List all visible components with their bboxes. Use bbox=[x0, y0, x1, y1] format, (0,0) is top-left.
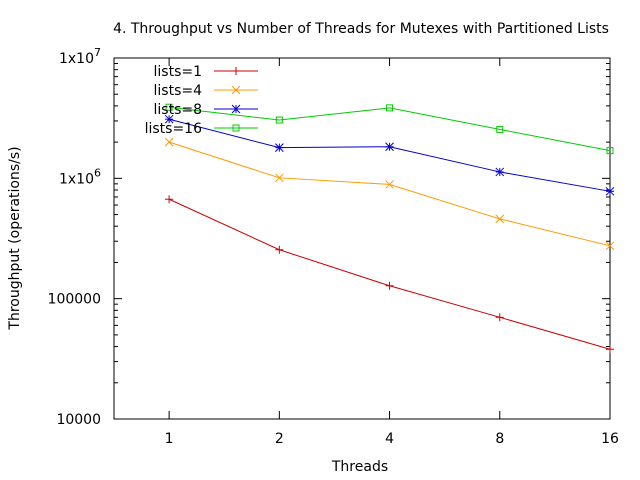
data-point bbox=[386, 104, 394, 112]
legend-label: lists=4 bbox=[154, 83, 203, 99]
legend-marker bbox=[231, 85, 241, 95]
x-tick-label: 4 bbox=[385, 431, 394, 447]
data-point bbox=[495, 167, 505, 177]
x-axis-ticks: 1 2 4 8 16 bbox=[165, 58, 619, 447]
plot-frame bbox=[113, 57, 611, 420]
legend-marker bbox=[231, 104, 241, 114]
legend-label: lists=8 bbox=[154, 102, 203, 118]
data-point bbox=[275, 116, 283, 124]
series-lists-1 bbox=[165, 195, 614, 354]
series-line bbox=[169, 106, 611, 152]
series-line bbox=[168, 198, 611, 350]
series-lists-8 bbox=[164, 114, 615, 196]
legend-marker bbox=[232, 124, 240, 132]
x-tick-label: 8 bbox=[495, 431, 504, 447]
series-lists-16 bbox=[165, 103, 614, 155]
data-point bbox=[275, 245, 284, 254]
data-point bbox=[165, 103, 173, 111]
data-point bbox=[164, 114, 174, 124]
legend-marker bbox=[232, 67, 240, 75]
y-tick-label: 100000 bbox=[48, 292, 101, 308]
data-point bbox=[605, 186, 615, 196]
legend-label: lists=1 bbox=[154, 64, 203, 80]
data-point bbox=[606, 147, 614, 155]
data-point bbox=[274, 173, 284, 183]
series-group bbox=[164, 103, 615, 354]
data-point bbox=[274, 143, 284, 152]
data-point bbox=[495, 313, 504, 322]
data-point bbox=[605, 241, 615, 251]
data-point bbox=[495, 214, 505, 224]
series-line bbox=[168, 141, 611, 247]
series-lists-4 bbox=[164, 137, 615, 251]
data-point bbox=[385, 281, 394, 290]
x-tick-label: 16 bbox=[601, 431, 619, 447]
y-axis-ticks: 10000 100000 1x106 1x107 bbox=[48, 46, 610, 428]
y-tick-label: 1x106 bbox=[59, 166, 101, 187]
data-point bbox=[606, 345, 614, 354]
y-tick-label: 1x107 bbox=[59, 46, 101, 67]
legend-label: lists=16 bbox=[145, 121, 202, 137]
y-tick-label: 10000 bbox=[56, 412, 101, 428]
chart-title: 4. Throughput vs Number of Threads for M… bbox=[113, 21, 609, 37]
x-tick-label: 1 bbox=[165, 431, 174, 447]
series-line bbox=[168, 118, 611, 192]
x-axis-label: Threads bbox=[331, 459, 388, 475]
x-tick-label: 2 bbox=[275, 431, 284, 447]
data-point bbox=[164, 137, 174, 147]
data-point bbox=[385, 180, 394, 189]
data-point bbox=[385, 142, 394, 152]
data-point bbox=[496, 125, 504, 133]
plot-border bbox=[113, 57, 611, 420]
y-axis-label: Throughput (operations/s) bbox=[7, 146, 23, 330]
data-point bbox=[165, 195, 174, 204]
legend: lists=1 lists=4 lists=8 lists=16 bbox=[145, 64, 258, 137]
